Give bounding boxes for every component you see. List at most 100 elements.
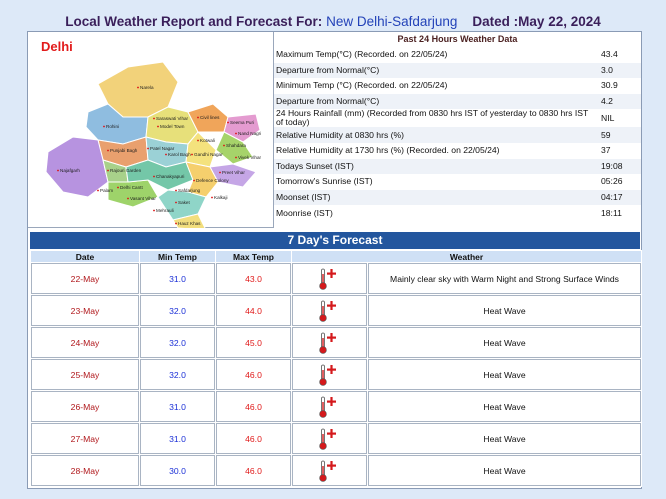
map-location-dot — [153, 175, 155, 178]
station-name: New Delhi-Safdarjung — [326, 14, 458, 29]
map-district[interactable] — [45, 136, 109, 198]
forecast-header-row: Date Min Temp Max Temp Weather — [31, 251, 642, 262]
map-district-label: Saraswati Vihar — [156, 116, 189, 121]
forecast-date: 27-May — [31, 423, 139, 454]
observation-row: Departure from Normal(°C) 3.0 — [274, 62, 641, 79]
forecast-row: 22-May 31.0 43.0 Mainly clear sky with Warm… — [31, 263, 642, 294]
observation-row: Departure from Normal(°C) 4.2 — [274, 93, 641, 110]
map-location-dot — [153, 209, 155, 212]
observation-value: 3.0 — [599, 62, 641, 79]
map-district-label: Gandhi Nagar — [194, 152, 223, 157]
forecast-row: 25-May 32.0 46.0 Heat Wave — [31, 359, 642, 390]
observation-row: Moonset (IST) 04:17 — [274, 189, 641, 206]
map-location-dot — [193, 179, 195, 182]
map-location-dot — [147, 147, 149, 150]
hot-thermometer-icon — [318, 428, 336, 450]
map-district[interactable] — [185, 131, 217, 168]
col-weather: Weather — [292, 251, 642, 262]
observation-label: Moonrise (IST) — [274, 205, 599, 221]
forecast-table: Date Min Temp Max Temp Weather 22-May 31.… — [30, 250, 643, 487]
map-location-dot — [117, 186, 119, 189]
observation-row: 24 Hours Rainfall (mm) (Recorded from 08… — [274, 109, 641, 128]
observation-label: Relative Humidity at 0830 hrs (%) — [274, 127, 599, 143]
map-location-dot — [223, 144, 225, 147]
col-date: Date — [31, 251, 139, 262]
report-date: Dated :May 22, 2024 — [472, 14, 601, 29]
map-district[interactable] — [223, 113, 261, 143]
delhi-map-panel: Narela Rohini Model Town Civil lines Seema P… — [28, 32, 274, 228]
forecast-row: 23-May 32.0 44.0 Heat Wave — [31, 295, 642, 326]
map-district[interactable] — [172, 213, 206, 228]
map-location-dot — [191, 153, 193, 156]
forecast-row: 27-May 31.0 46.0 Heat Wave — [31, 423, 642, 454]
forecast-min-temp: 31.0 — [140, 391, 215, 422]
forecast-date: 23-May — [31, 295, 139, 326]
hot-thermometer-icon — [318, 300, 336, 322]
forecast-icon-cell — [292, 423, 367, 454]
map-location-dot — [175, 222, 177, 225]
map-district-label: Rohini — [106, 124, 119, 129]
report-frame: Narela Rohini Model Town Civil lines Seema P… — [27, 31, 643, 489]
forecast-min-temp: 32.0 — [140, 327, 215, 358]
hot-thermometer-icon — [318, 364, 336, 386]
map-district-label: Kalkaji — [214, 195, 228, 200]
forecast-title: 7 Day's Forecast — [30, 232, 640, 249]
map-district-label: Narela — [140, 85, 154, 90]
map-location-dot — [157, 125, 159, 128]
forecast-min-temp: 32.0 — [140, 359, 215, 390]
forecast-date: 24-May — [31, 327, 139, 358]
map-location-dot — [107, 169, 109, 172]
delhi-district-map[interactable]: Narela Rohini Model Town Civil lines Seema P… — [28, 32, 274, 228]
forecast-weather: Heat Wave — [368, 359, 642, 390]
map-district[interactable] — [215, 131, 254, 165]
map-district-label: Chanakyapuri — [156, 174, 184, 179]
forecast-row: 24-May 32.0 45.0 Heat Wave — [31, 327, 642, 358]
hot-thermometer-icon — [318, 332, 336, 354]
map-district-label: Kotwali — [200, 138, 215, 143]
map-title: Delhi — [41, 39, 73, 54]
forecast-min-temp: 31.0 — [140, 263, 215, 294]
forecast-max-temp: 45.0 — [216, 327, 291, 358]
forecast-min-temp: 31.0 — [140, 423, 215, 454]
forecast-icon-cell — [292, 295, 367, 326]
past-24h-panel: Past 24 Hours Weather Data Maximum Temp(… — [274, 32, 641, 228]
forecast-date: 22-May — [31, 263, 139, 294]
map-location-dot — [103, 125, 105, 128]
map-district-label: Hauz Khas — [178, 221, 201, 226]
map-district-label: Karol Bagh — [168, 152, 191, 157]
observation-value: 59 — [599, 127, 641, 143]
forecast-max-temp: 46.0 — [216, 359, 291, 390]
map-location-dot — [107, 149, 109, 152]
forecast-max-temp: 46.0 — [216, 455, 291, 486]
col-min-temp: Min Temp — [140, 251, 215, 262]
forecast-max-temp: 46.0 — [216, 391, 291, 422]
observation-value: 04:17 — [599, 189, 641, 206]
forecast-date: 28-May — [31, 455, 139, 486]
forecast-icon-cell — [292, 263, 367, 294]
map-location-dot — [97, 189, 99, 192]
page-title: Local Weather Report and Forecast For: N… — [0, 14, 666, 29]
forecast-icon-cell — [292, 391, 367, 422]
map-location-dot — [57, 169, 59, 172]
observation-label: Tomorrow's Sunrise (IST) — [274, 174, 599, 190]
map-location-dot — [175, 189, 177, 192]
forecast-icon-cell — [292, 455, 367, 486]
observation-row: Todays Sunset (IST) 19:08 — [274, 158, 641, 175]
past-24h-header: Past 24 Hours Weather Data — [274, 32, 641, 47]
observation-label: Departure from Normal(°C) — [274, 93, 599, 110]
observation-label: Minimum Temp (°C) (Recorded. on 22/05/24… — [274, 78, 599, 94]
forecast-row: 26-May 31.0 46.0 Heat Wave — [31, 391, 642, 422]
forecast-max-temp: 44.0 — [216, 295, 291, 326]
map-district-label: Vivek Vihar — [238, 155, 262, 160]
forecast-min-temp: 32.0 — [140, 295, 215, 326]
map-district-label: Safdarjung — [178, 188, 201, 193]
map-district-label: Seema Puri — [230, 120, 254, 125]
map-district-label: Punjabi Bagh — [110, 148, 138, 153]
forecast-date: 25-May — [31, 359, 139, 390]
forecast-weather: Heat Wave — [368, 391, 642, 422]
observation-value: 19:08 — [599, 158, 641, 175]
map-district-label: Shahdara — [226, 143, 246, 148]
observation-value: 4.2 — [599, 93, 641, 110]
observation-value: 30.9 — [599, 78, 641, 94]
observation-label: Todays Sunset (IST) — [274, 158, 599, 175]
